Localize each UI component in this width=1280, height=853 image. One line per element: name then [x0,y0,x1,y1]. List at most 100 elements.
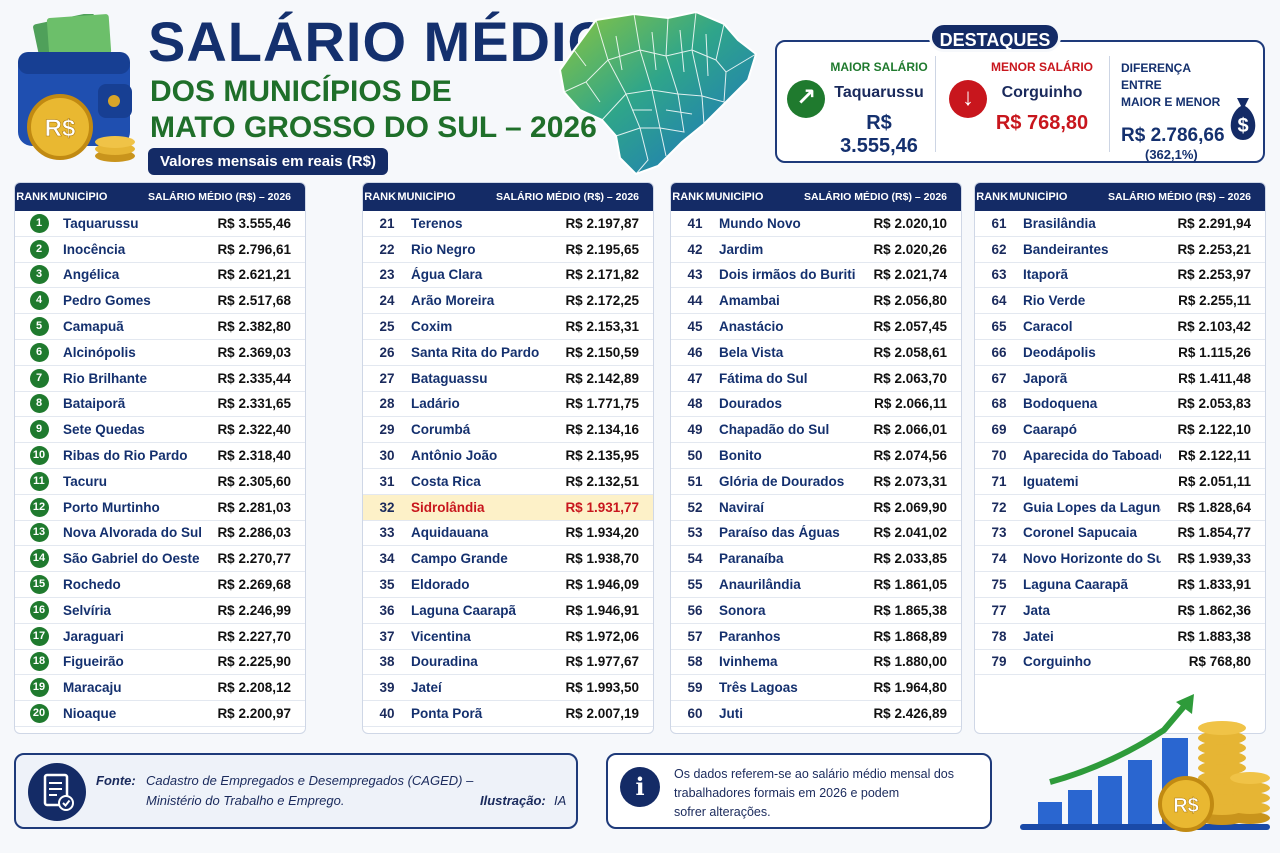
row-salary: R$ 2.291,94 [1177,215,1251,231]
row-city: Amambai [719,293,780,309]
row-city: Inocência [63,241,126,257]
row-rank: 52 [687,499,703,515]
row-salary: R$ 2.122,11 [1178,448,1251,464]
row-city: Figueirão [63,654,124,670]
row-rank: 44 [687,293,703,309]
table-row: 23 Água Clara R$ 2.171,82 [363,263,653,289]
row-city: Rio Negro [411,241,476,257]
table-row: 63 Itaporã R$ 2.253,97 [975,263,1265,289]
row-rank: 56 [687,602,703,618]
row-city: Anaurilândia [719,577,801,593]
row-rank: 2 [15,239,63,259]
table-row: 24 Arão Moreira R$ 2.172,25 [363,288,653,315]
min-salary-value: R$ 768,80 [995,112,1089,134]
row-rank: 21 [379,215,395,231]
row-city: Anastácio [719,319,784,335]
row-salary: R$ 2.517,68 [217,293,291,309]
table-row: 60 Juti R$ 2.426,89 [671,701,961,727]
row-salary: R$ 1.939,33 [1177,551,1251,567]
table-row: 27 Bataguassu R$ 2.142,89 [363,366,653,392]
row-salary: R$ 1.771,75 [565,396,639,412]
row-rank: 35 [379,577,395,593]
row-rank: 13 [15,523,63,543]
table-row: 28 Ladário R$ 1.771,75 [363,392,653,418]
row-salary: R$ 1.880,00 [873,654,947,670]
row-city: Ponta Porã [411,706,483,722]
table-row: 49 Chapadão do Sul R$ 2.066,01 [671,417,961,444]
row-salary: R$ 2.142,89 [565,370,639,386]
table-row: 54 Paranaíba R$ 2.033,85 [671,546,961,573]
max-salary-label: MAIOR SALÁRIO [830,60,928,74]
source-line2: Ministério do Trabalho e Emprego. [146,793,345,808]
row-rank: 1 [15,213,63,233]
rank-badge: 13 [29,523,49,543]
row-salary: R$ 2.322,40 [217,422,291,438]
row-city: Sidrolândia [411,499,485,515]
row-rank: 63 [991,267,1007,283]
row-salary: R$ 2.200,97 [217,706,291,722]
table-row: 66 Deodápolis R$ 1.115,26 [975,340,1265,366]
table-row: 4 Pedro Gomes R$ 2.517,68 [15,288,305,315]
row-rank: 34 [379,551,395,567]
row-salary: R$ 2.150,59 [565,344,639,360]
header-city: MUNICÍPIO [49,191,108,203]
row-salary: R$ 2.135,95 [565,448,639,464]
subtitle-line1: DOS MUNICÍPIOS DE [150,75,452,108]
row-salary: R$ 1.972,06 [565,628,639,644]
row-salary: R$ 2.225,90 [217,654,291,670]
table-row: 18 Figueirão R$ 2.225,90 [15,650,305,676]
row-salary: R$ 2.197,87 [565,215,639,231]
row-salary: R$ 2.253,21 [1177,241,1251,257]
row-city: Vicentina [411,628,471,644]
row-rank: 57 [687,628,703,644]
row-city: Laguna Caarapã [1023,577,1129,593]
row-rank: 61 [991,215,1007,231]
row-rank: 40 [379,706,395,722]
row-salary: R$ 2.246,99 [217,602,291,618]
row-salary: R$ 2.269,68 [217,577,291,593]
row-salary: R$ 1.946,91 [565,602,639,618]
row-rank: 32 [379,499,395,515]
row-rank: 31 [379,473,395,489]
row-salary: R$ 2.171,82 [565,267,639,283]
source-line1: Cadastro de Empregados e Desempregados (… [146,773,474,788]
table-header: RANK MUNICÍPIO SALÁRIO MÉDIO (R$) – 2026 [15,183,305,211]
row-city: Jatei [1023,628,1054,644]
rank-badge: 4 [29,291,49,311]
ranking-table-2: RANK MUNICÍPIO SALÁRIO MÉDIO (R$) – 2026 21… [362,182,654,734]
row-rank: 78 [991,628,1007,644]
row-city: Bandeirantes [1023,241,1109,257]
row-salary: R$ 2.066,11 [874,396,947,412]
row-city: Bataiporã [63,396,126,412]
row-rank: 12 [15,497,63,517]
table-row: 1 Taquarussu R$ 3.555,46 [15,211,305,237]
row-salary: R$ 1.934,20 [565,525,639,541]
row-salary: R$ 2.153,31 [565,319,639,335]
wallet-coin-symbol: R$ [45,115,76,142]
table-row: 16 Selvíria R$ 2.246,99 [15,598,305,624]
rank-badge: 14 [29,549,49,569]
row-city: Paraíso das Águas [719,525,840,541]
row-salary: R$ 1.828,64 [1177,499,1251,515]
row-rank: 53 [687,525,703,541]
row-rank: 36 [379,602,395,618]
row-salary: R$ 2.056,80 [873,293,947,309]
row-salary: R$ 2.051,11 [1178,473,1251,489]
row-rank: 77 [991,602,1007,618]
table-row: 14 São Gabriel do Oeste R$ 2.270,77 [15,546,305,573]
table-row: 39 Jateí R$ 1.993,50 [363,675,653,702]
rank-badge: 9 [29,420,49,440]
row-city: Brasilândia [1023,215,1096,231]
row-rank: 58 [687,654,703,670]
difference-value: R$ 2.786,66 [1121,125,1225,146]
difference-label-line1: DIFERENÇA ENTRE [1121,61,1191,92]
header-rank: RANK [672,191,705,203]
difference-label: DIFERENÇA ENTRE MAIOR E MENOR [1121,60,1231,111]
row-city: Tacuru [63,473,108,489]
highlights-divider [935,56,936,152]
row-city: Mundo Novo [719,215,801,231]
row-salary: R$ 1.883,38 [1177,628,1251,644]
ranking-table-4: RANK MUNICÍPIO SALÁRIO MÉDIO (R$) – 2026 61… [974,182,1266,734]
table-row: 2 Inocência R$ 2.796,61 [15,237,305,263]
illustration-value: IA [554,793,567,808]
